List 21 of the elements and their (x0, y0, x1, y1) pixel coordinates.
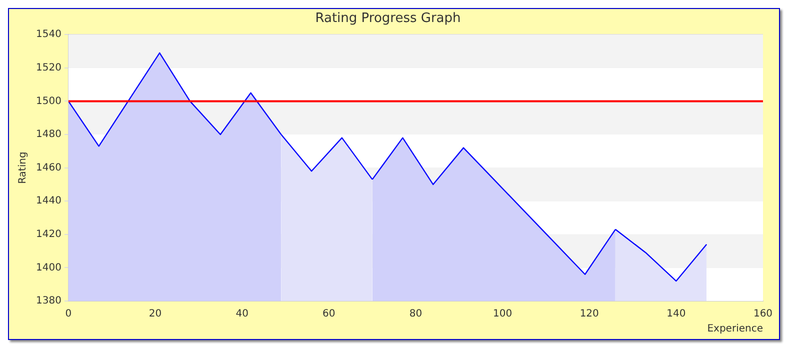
y-axis-title: Rating (18, 152, 29, 184)
y-tick-label: 1420 (36, 228, 62, 240)
y-tick-label: 1540 (36, 29, 62, 40)
y-tick-label: 1480 (36, 129, 62, 140)
y-tick-label: 1440 (36, 196, 62, 207)
x-tick-label: 140 (666, 308, 686, 320)
chart-title: Rating Progress Graph (315, 11, 461, 26)
x-tick-label: 80 (409, 308, 422, 320)
x-tick-label: 120 (580, 308, 599, 320)
x-tick-label: 0 (65, 308, 72, 320)
x-tick-label: 100 (492, 308, 512, 320)
y-tick-label: 1380 (36, 296, 62, 307)
x-tick-label: 160 (753, 308, 773, 320)
x-tick-label: 20 (148, 308, 162, 320)
y-tick-label: 1400 (36, 262, 62, 274)
x-tick-label: 40 (236, 308, 248, 320)
x-tick-label: 60 (322, 308, 336, 320)
y-tick-label: 1500 (36, 96, 62, 107)
y-tick-label: 1520 (36, 62, 62, 74)
x-axis-title: Experience (707, 324, 763, 335)
y-tick-label: 1460 (36, 162, 62, 174)
